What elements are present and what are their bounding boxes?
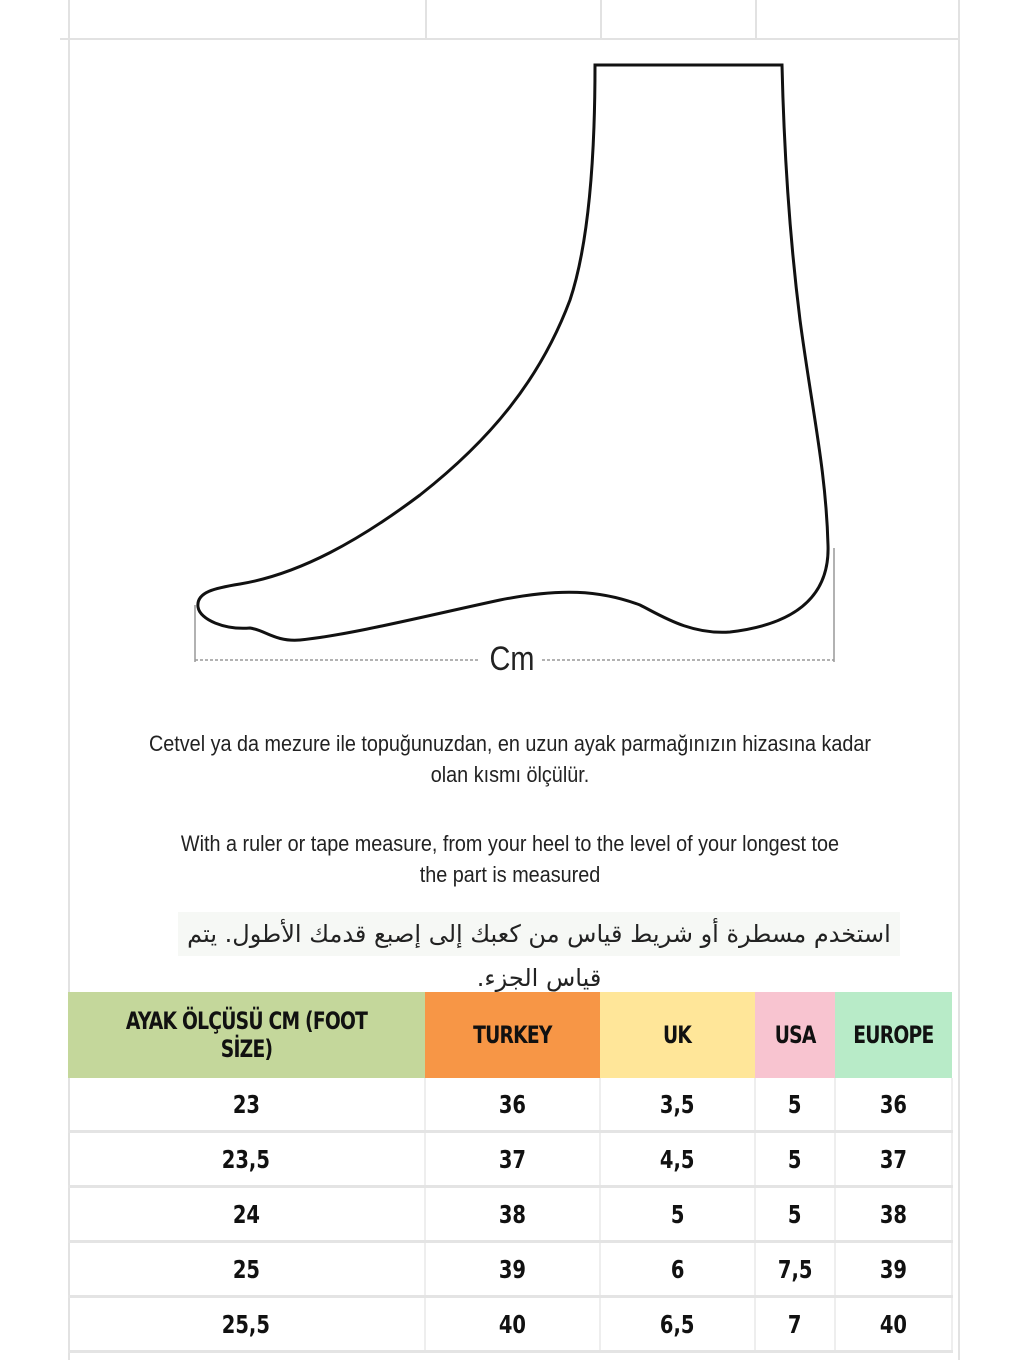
- cell: 3,5: [600, 1078, 756, 1133]
- cell: 5: [600, 1186, 756, 1243]
- header-europe: EUROPE: [835, 992, 952, 1078]
- cell: 37: [835, 1131, 953, 1188]
- cell: 24: [68, 1186, 426, 1243]
- table-row: 23,5 37 4,5 5 37: [68, 1131, 953, 1188]
- table-row: 24 38 5 5 38: [68, 1186, 953, 1243]
- cell: 6,5: [600, 1296, 756, 1353]
- grid-line: [425, 0, 427, 40]
- instruction-english-line2: the part is measured: [419, 862, 601, 887]
- measure-label: Cm: [489, 640, 535, 678]
- grid-line: [600, 0, 602, 40]
- table-row: 23 36 3,5 5 36: [68, 1078, 953, 1133]
- cell: 37: [425, 1131, 601, 1188]
- cell: 40: [425, 1296, 601, 1353]
- grid-line: [68, 0, 70, 1360]
- instruction-english-line1: With a ruler or tape measure, from your …: [180, 831, 840, 856]
- cell: 39: [425, 1241, 601, 1298]
- cell: 7: [755, 1296, 836, 1353]
- foot-outline: [196, 63, 830, 642]
- cell: 6: [600, 1241, 756, 1298]
- cell: 7,5: [755, 1241, 836, 1298]
- table-row: 25,5 40 6,5 7 40: [68, 1296, 953, 1353]
- header-uk: UK: [600, 992, 755, 1078]
- cell: 4,5: [600, 1131, 756, 1188]
- table-row: 25 39 6 7,5 39: [68, 1241, 953, 1298]
- cell: 5: [755, 1078, 836, 1133]
- table-header-row: AYAK ÖLÇÜSÜ CM (FOOT SİZE) TURKEY UK USA…: [68, 992, 952, 1078]
- grid-line: [958, 0, 960, 1360]
- header-usa: USA: [755, 992, 835, 1078]
- cell: 38: [425, 1186, 601, 1243]
- cell: 40: [835, 1296, 953, 1353]
- foot-diagram: [194, 63, 835, 662]
- grid-line: [755, 0, 757, 40]
- cell: 5: [755, 1131, 836, 1188]
- header-foot-size: AYAK ÖLÇÜSÜ CM (FOOT SİZE): [68, 992, 425, 1078]
- cell: 23: [68, 1078, 426, 1133]
- cell: 5: [755, 1186, 836, 1243]
- cell: 36: [425, 1078, 601, 1133]
- cell: 25: [68, 1241, 426, 1298]
- size-table: AYAK ÖLÇÜSÜ CM (FOOT SİZE) TURKEY UK USA…: [68, 992, 953, 1353]
- cell: 36: [835, 1078, 953, 1133]
- instruction-turkish-line2: olan kısmı ölçülür.: [430, 762, 590, 787]
- cell: 25,5: [68, 1296, 426, 1353]
- grid-line: [60, 38, 960, 40]
- header-turkey: TURKEY: [425, 992, 600, 1078]
- cell: 39: [835, 1241, 953, 1298]
- cell: 38: [835, 1186, 953, 1243]
- cell: 23,5: [68, 1131, 426, 1188]
- instruction-arabic: استخدم مسطرة أو شريط قياس من كعبك إلى إص…: [178, 912, 900, 992]
- instruction-turkish-line1: Cetvel ya da mezure ile topuğunuzdan, en…: [148, 731, 872, 756]
